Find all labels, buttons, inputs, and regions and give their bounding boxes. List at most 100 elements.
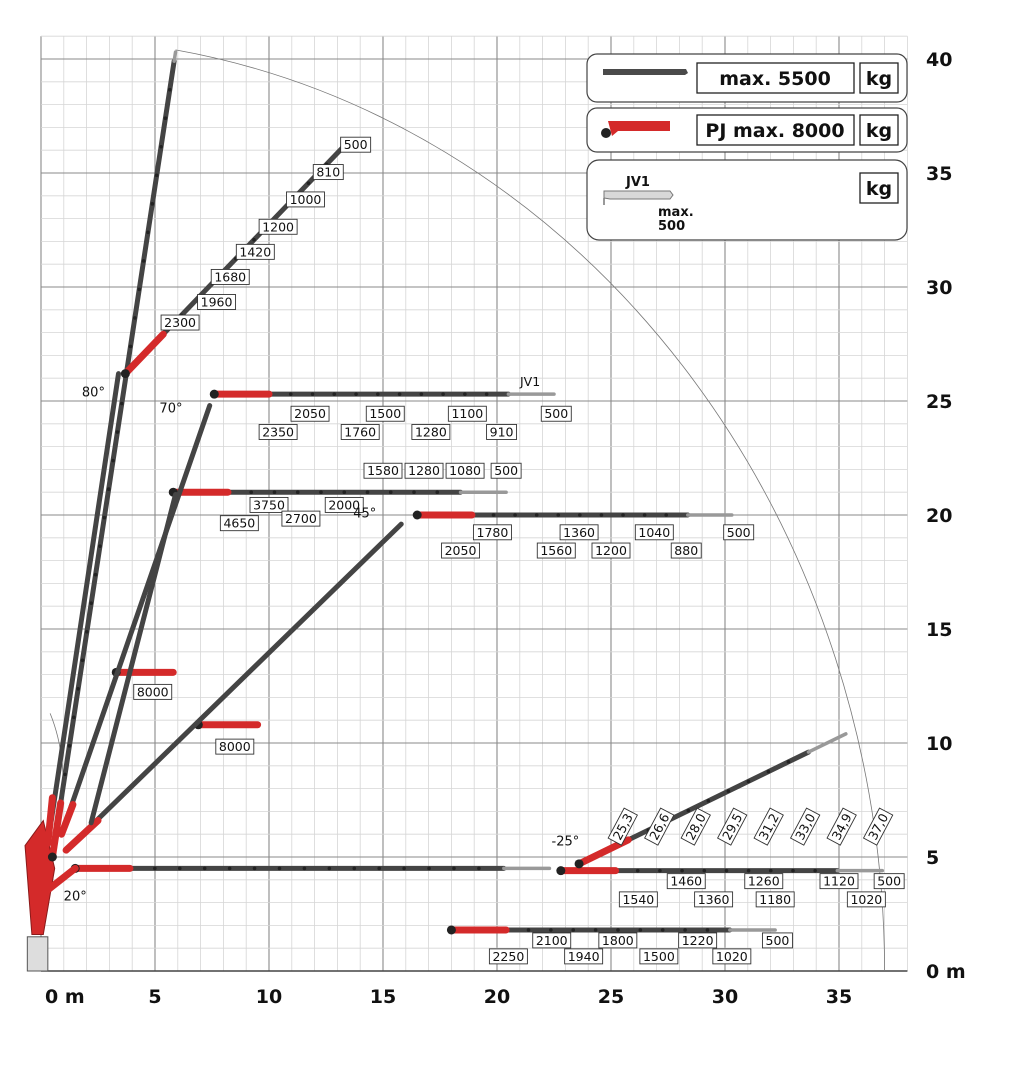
capacity-label: 2100 <box>532 932 572 949</box>
boom-joint <box>272 490 277 495</box>
boom-joint <box>332 392 337 396</box>
capacity-box <box>340 424 380 440</box>
capacity-box <box>286 191 325 208</box>
capacity-box <box>694 891 734 908</box>
capacity-value: 1780 <box>477 525 509 540</box>
boom-joint <box>146 230 150 235</box>
capacity-box <box>340 136 372 153</box>
capacity-label: 810 <box>312 164 344 181</box>
boom-45deg-lower <box>63 521 404 853</box>
capacity-value: 1120 <box>823 874 855 889</box>
capacity-value: 500 <box>766 933 790 948</box>
reach-envelope-arc <box>175 49 885 972</box>
capacity-label: 1120 <box>819 873 859 890</box>
capacity-value: 2050 <box>294 406 326 421</box>
boom-joint <box>571 928 576 932</box>
y-tick-label: 20 <box>926 505 952 527</box>
angle-label: -25° <box>552 835 580 850</box>
reach-box <box>826 807 857 846</box>
boom-joint <box>526 928 531 932</box>
capacity-box <box>723 524 755 541</box>
boom-joint <box>556 513 561 517</box>
capacity-label: 1200 <box>258 218 298 235</box>
capacity-label: 1280 <box>404 462 444 479</box>
capacity-value: 2250 <box>492 949 524 964</box>
capacity-box <box>197 294 237 310</box>
legend-pj-unit-box <box>859 114 899 146</box>
capacity-value: 1680 <box>214 269 246 284</box>
reach-label: 29,5 <box>717 807 748 846</box>
capacity-box <box>404 462 444 479</box>
boom-mid-lower <box>88 491 179 826</box>
boom-joint <box>435 490 440 495</box>
jib-section <box>172 50 178 63</box>
jib-label: JV1 <box>519 374 540 389</box>
boom-joint <box>354 392 358 396</box>
capacity-box <box>761 932 793 949</box>
pj-boom-section <box>121 330 167 378</box>
capacity-label: 500 <box>761 932 793 949</box>
capacity-box <box>634 524 674 541</box>
capacity-label: 1680 <box>210 268 250 285</box>
boom-joint <box>441 392 445 396</box>
capacity-value: 8000 <box>219 739 251 754</box>
capacity-value: 1280 <box>408 463 440 478</box>
boom-joint <box>642 513 647 517</box>
reach-label: 34,9 <box>826 807 857 846</box>
capacity-value: 3750 <box>253 497 285 512</box>
capacity-box <box>591 542 631 559</box>
boom-joint <box>67 744 72 748</box>
capacity-value: 1360 <box>563 525 595 540</box>
capacity-label: 4650 <box>219 515 259 532</box>
capacity-box <box>441 542 480 559</box>
boom-joint <box>150 202 155 206</box>
boom-joint <box>635 868 640 873</box>
boom-joint <box>288 392 293 396</box>
legend-main-unit-box <box>859 62 899 94</box>
capacity-value: 500 <box>494 463 518 478</box>
capacity-box <box>540 405 572 422</box>
jib-section <box>806 732 848 754</box>
capacity-label: 1780 <box>472 524 512 541</box>
angle-label: 45° <box>353 506 376 521</box>
axis-labels: 0 m 5 10 15 20 25 30 35 0 m 5 10 15 20 25 30 35 40 <box>45 49 966 1008</box>
boom-joint <box>726 789 731 793</box>
capacity-box <box>532 932 572 949</box>
capacity-value: 2000 <box>328 497 360 512</box>
boom-joint <box>660 928 665 932</box>
capacity-value: 1540 <box>622 892 654 907</box>
capacity-box <box>365 405 405 422</box>
legend-pj-label: PJ max. 8000 <box>705 120 844 142</box>
main-boom-icon <box>603 69 688 75</box>
boom-joint <box>621 513 625 517</box>
boom-joint <box>549 928 553 932</box>
capacity-box <box>133 683 173 700</box>
capacity-label: 1800 <box>598 932 638 949</box>
boom-joint <box>377 866 382 871</box>
capacity-value: 1500 <box>643 949 675 964</box>
capacity-box <box>235 243 275 260</box>
capacity-value: 1500 <box>369 406 401 421</box>
capacity-box <box>258 218 298 235</box>
boom-joint <box>638 928 643 932</box>
capacity-label: 1040 <box>634 524 674 541</box>
boom-joint <box>306 181 311 185</box>
boom-joint <box>768 868 773 873</box>
capacity-label: 1460 <box>666 873 706 890</box>
capacity-value: 8000 <box>137 684 169 699</box>
capacity-label: 8000 <box>215 738 255 755</box>
boom-joint <box>106 487 111 491</box>
capacity-label: 1180 <box>755 891 795 908</box>
boom-joint <box>419 392 424 396</box>
boom-joint <box>159 144 163 149</box>
capacity-value: 1560 <box>540 543 572 558</box>
boom-70deg-horizontal <box>209 389 556 399</box>
boom-joint <box>295 490 300 495</box>
capacity-label: 1760 <box>340 424 380 440</box>
capacity-box <box>215 738 255 755</box>
boom-joint <box>119 401 124 406</box>
capacity-value: 1420 <box>239 244 271 259</box>
boom-joint <box>477 866 481 871</box>
